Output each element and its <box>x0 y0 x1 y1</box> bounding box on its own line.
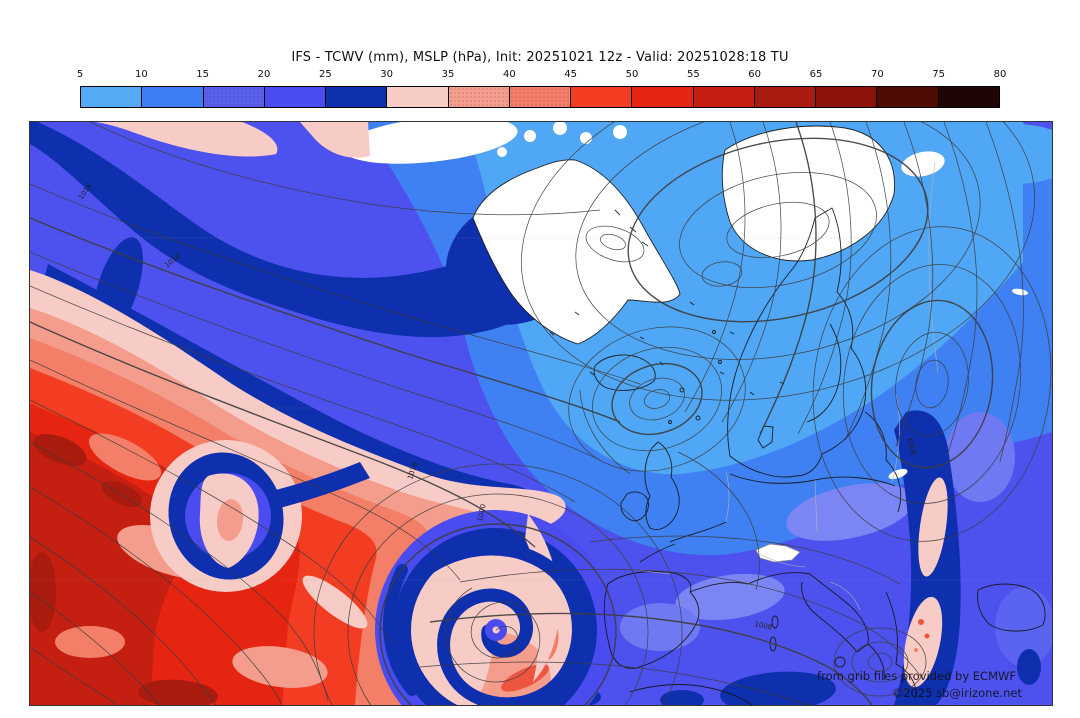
mslp-tcwv-map: 1016 1016 1008 1000 1016 1008 <box>30 122 1052 705</box>
colorbar-ticks: 5 10 15 20 25 30 35 40 45 50 55 60 65 70 75 80 <box>76 67 1007 84</box>
colorbar-segment <box>632 87 694 107</box>
colorbar-segment <box>203 87 265 107</box>
chart-title: IFS - TCWV (mm), MSLP (hPa), Init: 20251… <box>291 50 789 65</box>
colorbar-tick: 60 <box>748 69 762 80</box>
colorbar-segment <box>326 87 388 107</box>
colorbar-tick: 20 <box>257 69 271 80</box>
colorbar-tick: 55 <box>686 69 700 80</box>
colorbar-tick: 40 <box>502 69 516 80</box>
mslp-contours-layer <box>30 122 1052 705</box>
colorbar-tick: 10 <box>134 69 148 80</box>
cutoff-eddy <box>150 440 370 592</box>
contour-label: 1000 <box>476 503 488 522</box>
colorbar-tick: 50 <box>625 69 639 80</box>
map-canvas: 1016 1016 1008 1000 1016 1008 from grib … <box>29 121 1053 706</box>
colorbar: 5 10 15 20 25 30 35 40 45 50 55 60 65 70 75 80 <box>76 67 1007 111</box>
colorbar-segment <box>264 87 327 107</box>
colorbar-segment <box>142 87 204 107</box>
colorbar-tick: 15 <box>196 69 210 80</box>
colorbar-tick: 80 <box>993 69 1007 80</box>
colorbar-tick: 35 <box>441 69 455 80</box>
colorbar-segment <box>754 87 817 107</box>
colorbar-segments <box>80 86 1000 108</box>
colorbar-tick: 65 <box>809 69 823 80</box>
svalbard-landmass <box>722 126 895 261</box>
colorbar-segment <box>816 87 878 107</box>
colorbar-segment <box>877 87 939 107</box>
colorbar-tick: 45 <box>564 69 578 80</box>
colorbar-segment <box>509 87 572 107</box>
spiral-cyclone <box>375 510 615 705</box>
colorbar-tick: 5 <box>76 69 84 80</box>
colorbar-segment <box>571 87 633 107</box>
colorbar-tick: 25 <box>318 69 332 80</box>
contour-label: 1008 <box>754 620 773 632</box>
colorbar-segment <box>938 87 999 107</box>
colorbar-segment <box>387 87 449 107</box>
colorbar-tick: 75 <box>932 69 946 80</box>
colorbar-segment <box>693 87 755 107</box>
attribution-source: from grib files provided by ECMWF <box>817 669 1016 683</box>
colorbar-tick: 30 <box>380 69 394 80</box>
greenland-landmass <box>473 122 680 344</box>
colorbar-tick: 70 <box>870 69 884 80</box>
colorbar-segment <box>81 87 143 107</box>
colorbar-segment <box>448 87 510 107</box>
attribution-copyright: ©2025 sb@irizone.net <box>891 686 1022 700</box>
